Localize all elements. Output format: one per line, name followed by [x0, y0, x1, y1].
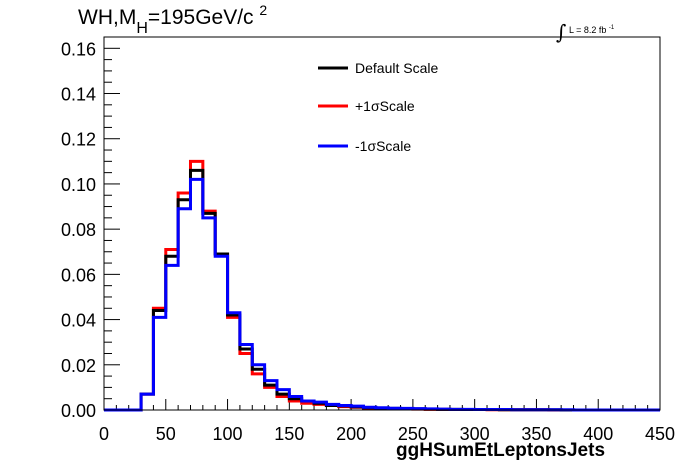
title-prefix: WH,M: [78, 6, 137, 29]
y-tick-label: 0.04: [61, 311, 96, 331]
y-tick-label: 0.10: [61, 175, 96, 195]
title-superscript: 2: [259, 2, 268, 18]
x-axis-title: ggHSumEtLeptonsJets: [396, 440, 606, 461]
x-tick-label: 300: [460, 424, 490, 444]
integral-symbol: ∫: [556, 20, 567, 44]
y-tick-label: 0.06: [61, 265, 96, 285]
series-line-default-scale: [104, 168, 660, 412]
series-line-minus-1sigma: [104, 177, 660, 412]
x-tick-label: 50: [156, 424, 176, 444]
y-tick-label: 0.08: [61, 220, 96, 240]
luminosity-superscript: -1: [608, 25, 615, 31]
x-tick-label: 150: [274, 424, 304, 444]
legend-label: Default Scale: [355, 60, 438, 76]
x-tick-label: 200: [336, 424, 366, 444]
series-layer: [104, 159, 660, 412]
tick-labels: 0 50 100 150 200 250 300 350 400 450 0.00 0.02 0.04 0…: [61, 39, 675, 444]
y-tick-label: 0.12: [61, 130, 96, 150]
x-tick-label: 400: [583, 424, 613, 444]
x-tick-label: 100: [213, 424, 243, 444]
y-tick-label: 0.02: [61, 356, 96, 376]
luminosity-label: ∫ L = 8.2 fb -1: [556, 14, 615, 44]
luminosity-text: L = 8.2 fb: [568, 25, 607, 35]
plot-title: WH,MH=195GeV/c 2: [78, 2, 267, 37]
title-subscript: H: [136, 20, 148, 37]
plot-frame: [103, 36, 661, 411]
title-mid: =195GeV/c: [147, 6, 254, 29]
x-tick-label: 350: [521, 424, 551, 444]
y-tick-label: 0.00: [61, 401, 96, 421]
x-tick-label: 450: [645, 424, 675, 444]
x-tick-label: 0: [99, 424, 109, 444]
y-tick-label: 0.16: [61, 39, 96, 59]
legend-label: +1σScale: [355, 98, 415, 114]
y-tick-label: 0.14: [61, 85, 96, 105]
x-tick-label: 250: [398, 424, 428, 444]
legend: Default Scale +1σScale -1σScale: [318, 60, 438, 154]
legend-label: -1σScale: [355, 138, 411, 154]
